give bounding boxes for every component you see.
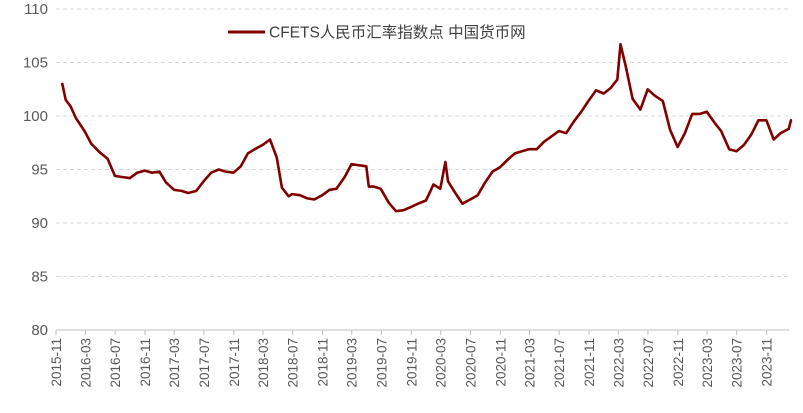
y-tick-label: 85: [31, 269, 48, 286]
x-tick-label: 2021-03: [523, 338, 538, 388]
x-tick-label: 2022-03: [611, 338, 626, 388]
series-layer: [60, 42, 793, 213]
y-tick-label: 105: [23, 55, 48, 72]
x-tick-label: 2023-11: [760, 338, 775, 387]
y-tick-label: 110: [24, 1, 48, 18]
gridlines: [56, 8, 789, 277]
x-tick-label: 2020-03: [434, 338, 449, 388]
x-tick-label: 2019-11: [404, 338, 419, 387]
y-tick-label: 95: [31, 162, 48, 179]
y-tick-label: 80: [31, 322, 48, 339]
x-tick-label: 2018-03: [256, 338, 271, 388]
x-tick-label: 2016-11: [138, 338, 153, 387]
series-line: [60, 42, 793, 213]
x-axis: 2015-11 2016-03 2016-07 2016-11 2017-03 2017-…: [49, 329, 789, 388]
x-tick-label: 2023-07: [730, 338, 745, 388]
x-tick-label: 2018-07: [286, 338, 301, 388]
x-tick-label: 2023-03: [700, 338, 715, 388]
x-tick-label: 2020-07: [463, 338, 478, 388]
y-tick-label: 90: [31, 215, 48, 232]
x-tick-label: 2021-07: [552, 338, 567, 388]
x-tick-label: 2017-07: [197, 338, 212, 388]
x-tick-label: 2022-07: [641, 338, 656, 388]
x-tick-label: 2016-03: [78, 338, 93, 388]
x-tick-label: 2015-11: [49, 338, 64, 387]
x-tick-label: 2019-07: [374, 338, 389, 388]
y-axis: 80 85 90 95 100 105 110: [23, 1, 48, 339]
x-tick-label: 2022-11: [671, 338, 686, 387]
y-tick-label: 100: [23, 108, 48, 125]
legend: CFETS人民币汇率指数点 中国货币网: [228, 24, 526, 42]
x-tick-label: 2017-03: [167, 338, 182, 388]
x-tick-label: 2016-07: [108, 338, 123, 388]
x-tick-label: 2021-11: [582, 338, 597, 387]
x-tick-label: 2018-11: [316, 338, 331, 387]
legend-label: CFETS人民币汇率指数点 中国货币网: [269, 24, 526, 42]
x-tick-label: 2019-03: [345, 338, 360, 388]
x-tick-label: 2017-11: [227, 338, 242, 387]
x-tick-label: 2020-11: [493, 338, 508, 387]
